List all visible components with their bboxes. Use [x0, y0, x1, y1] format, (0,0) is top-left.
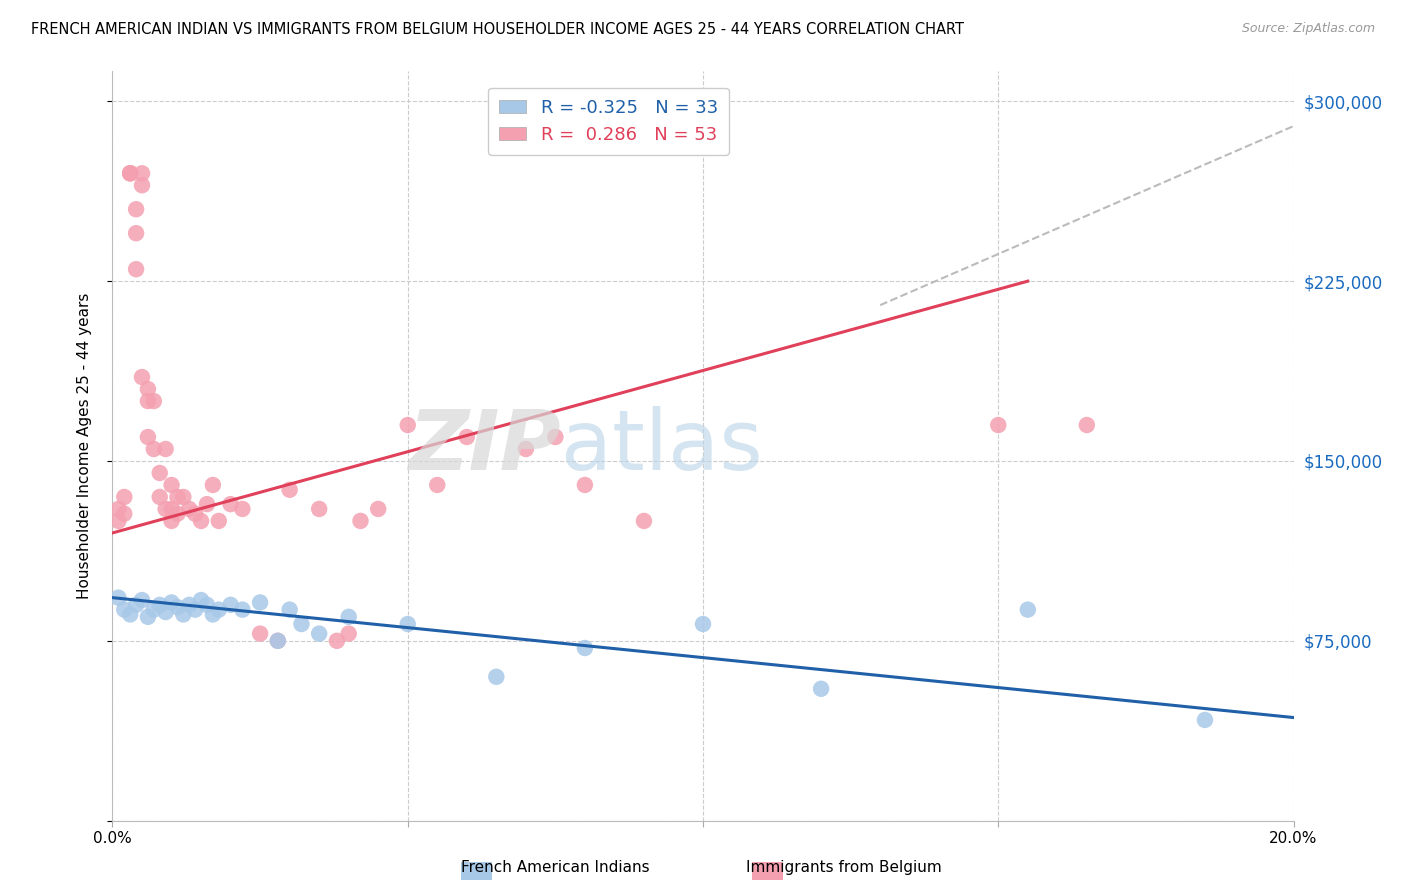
Point	[125, 202, 148, 217]
Point	[131, 166, 153, 180]
Point	[290, 617, 312, 632]
Point	[131, 178, 153, 193]
Point	[166, 600, 188, 615]
Point	[160, 595, 183, 609]
Point	[231, 602, 253, 616]
Point	[120, 166, 142, 180]
Point	[485, 670, 508, 684]
Point	[337, 610, 360, 624]
Point	[125, 598, 148, 612]
Point	[179, 598, 201, 612]
Point	[166, 507, 188, 521]
Text: Source: ZipAtlas.com: Source: ZipAtlas.com	[1241, 22, 1375, 36]
Point	[120, 607, 142, 622]
Point	[155, 442, 177, 456]
Point	[267, 633, 290, 648]
Text: atlas: atlas	[561, 406, 763, 486]
Point	[208, 602, 231, 616]
Point	[219, 598, 242, 612]
Point	[125, 226, 148, 240]
Point	[544, 430, 567, 444]
Point	[208, 514, 231, 528]
Text: French American Indians: French American Indians	[461, 861, 650, 875]
Point	[396, 417, 419, 432]
Point	[112, 507, 135, 521]
Point	[136, 394, 159, 409]
Point	[278, 483, 301, 497]
Point	[142, 602, 165, 616]
Point	[308, 502, 330, 516]
Point	[120, 166, 142, 180]
Point	[136, 382, 159, 396]
Point	[131, 593, 153, 607]
Text: ZIP: ZIP	[409, 406, 561, 486]
Point	[142, 394, 165, 409]
Point	[456, 430, 478, 444]
Point	[112, 602, 135, 616]
Point	[149, 466, 172, 480]
Point	[112, 490, 135, 504]
Point	[149, 598, 172, 612]
Point	[308, 626, 330, 640]
Point	[136, 610, 159, 624]
Point	[633, 514, 655, 528]
Point	[155, 605, 177, 619]
Point	[201, 478, 224, 492]
Point	[337, 626, 360, 640]
Point	[278, 602, 301, 616]
Point	[149, 490, 172, 504]
Point	[190, 593, 212, 607]
Point	[249, 595, 271, 609]
Text: FRENCH AMERICAN INDIAN VS IMMIGRANTS FROM BELGIUM HOUSEHOLDER INCOME AGES 25 - 4: FRENCH AMERICAN INDIAN VS IMMIGRANTS FRO…	[31, 22, 965, 37]
Point	[1017, 602, 1039, 616]
Point	[190, 514, 212, 528]
Point	[184, 602, 207, 616]
Point	[172, 607, 194, 622]
Point	[201, 607, 224, 622]
Point	[160, 478, 183, 492]
Point	[574, 478, 596, 492]
Point	[166, 490, 188, 504]
Point	[184, 507, 207, 521]
Point	[125, 262, 148, 277]
Point	[160, 514, 183, 528]
Point	[326, 633, 349, 648]
Point	[155, 502, 177, 516]
Point	[231, 502, 253, 516]
Point	[249, 626, 271, 640]
Point	[810, 681, 832, 696]
Point	[1076, 417, 1098, 432]
Point	[179, 502, 201, 516]
Point	[692, 617, 714, 632]
Point	[367, 502, 389, 516]
Legend: R = -0.325   N = 33, R =  0.286   N = 53: R = -0.325 N = 33, R = 0.286 N = 53	[488, 88, 728, 154]
Point	[142, 442, 165, 456]
Point	[987, 417, 1010, 432]
Point	[107, 591, 129, 605]
Point	[107, 514, 129, 528]
Point	[160, 502, 183, 516]
Point	[195, 497, 218, 511]
Point	[172, 490, 194, 504]
Point	[396, 617, 419, 632]
Point	[136, 430, 159, 444]
Point	[195, 598, 218, 612]
Point	[120, 166, 142, 180]
Point	[267, 633, 290, 648]
Point	[426, 478, 449, 492]
Point	[349, 514, 371, 528]
Point	[574, 640, 596, 655]
Y-axis label: Householder Income Ages 25 - 44 years: Householder Income Ages 25 - 44 years	[77, 293, 91, 599]
Point	[1194, 713, 1216, 727]
Point	[131, 370, 153, 384]
Text: Immigrants from Belgium: Immigrants from Belgium	[745, 861, 942, 875]
Point	[515, 442, 537, 456]
Point	[107, 502, 129, 516]
Point	[219, 497, 242, 511]
